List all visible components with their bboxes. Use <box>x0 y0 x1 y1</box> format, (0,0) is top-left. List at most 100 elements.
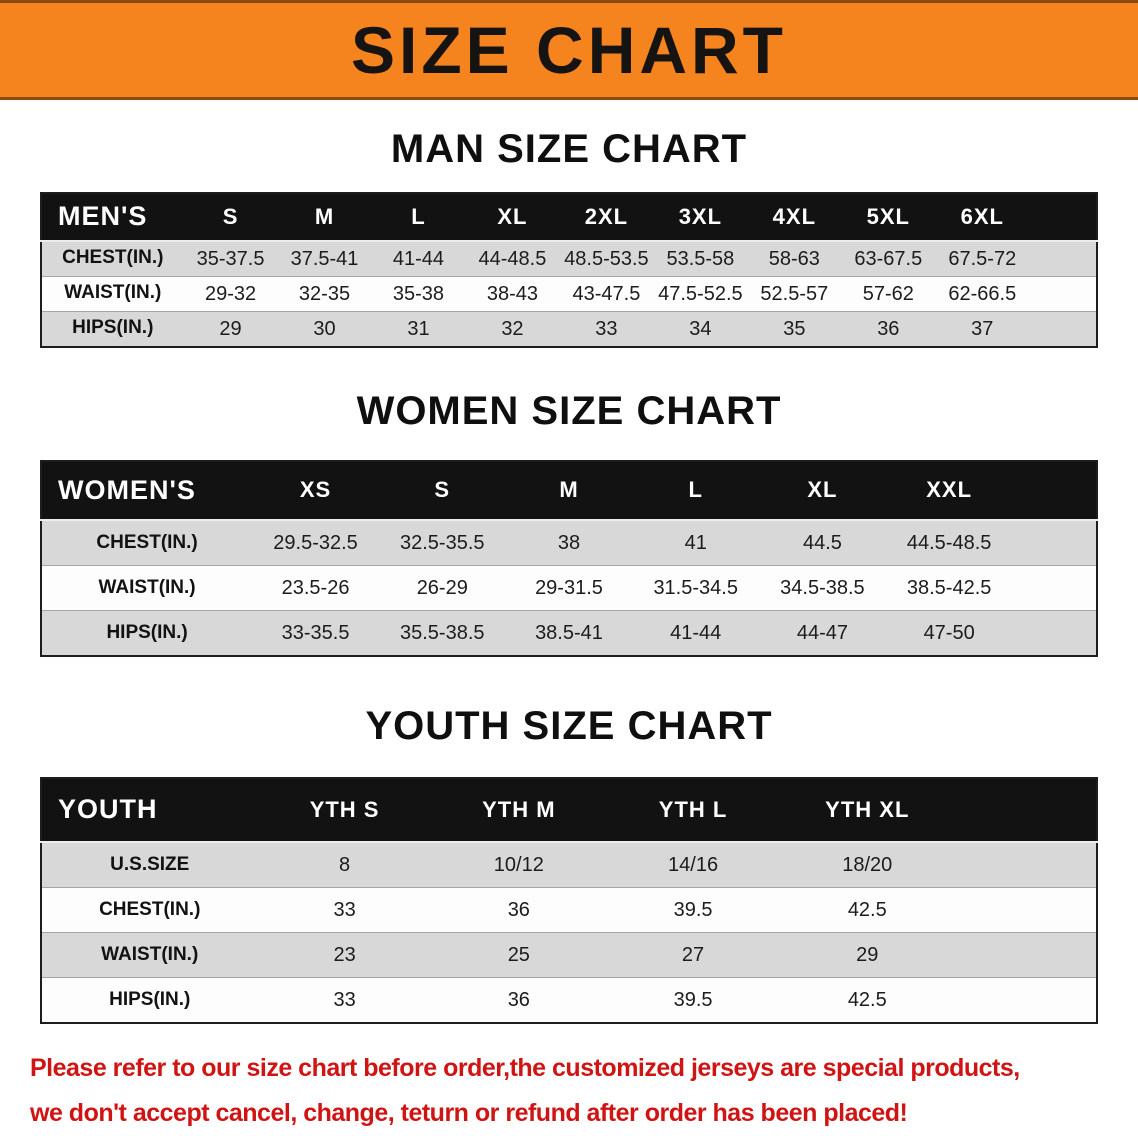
size-value: 41-44 <box>670 622 722 645</box>
size-value: 41 <box>684 532 707 555</box>
size-value: 25 <box>507 944 530 967</box>
size-value: 29-32 <box>204 282 257 305</box>
size-value: 29 <box>856 944 879 967</box>
size-value: 57-62 <box>862 282 914 305</box>
size-column-header: YTH L <box>658 797 728 823</box>
size-column-header: XL <box>497 203 528 229</box>
row-label: CHEST(IN.) <box>96 531 198 553</box>
measurement-row: CHEST(IN.) 33 36 39.5 42.5 <box>41 887 1097 933</box>
size-value: 33 <box>333 989 356 1012</box>
size-value: 44-47 <box>796 622 848 645</box>
size-column-header: XXL <box>926 477 973 503</box>
measurement-row: CHEST(IN.) 29.5-32.5 32.5-35.5 38 41 44.5 44.5… <box>41 520 1097 566</box>
size-value: 29 <box>219 317 242 340</box>
size-column-header: 4XL <box>772 203 817 229</box>
size-value: 14/16 <box>668 854 719 877</box>
size-value: 47.5-52.5 <box>658 282 743 305</box>
row-label: HIPS(IN.) <box>106 621 188 643</box>
measurement-row: WAIST(IN.) 29-32 32-35 35-38 38-43 43-47.5 47.… <box>41 276 1097 312</box>
size-value: 33 <box>595 317 618 340</box>
size-value: 36 <box>507 989 530 1012</box>
spacer-cell <box>1029 311 1097 347</box>
size-column-header: L <box>688 477 703 503</box>
row-label: CHEST(IN.) <box>62 247 164 269</box>
women-size-table: WOMEN'S XS S M L XL XXL CHEST(IN.) 29.5-32.5 32.5… <box>40 459 1098 658</box>
size-value: 41-44 <box>392 247 445 270</box>
size-value: 47-50 <box>923 622 975 645</box>
size-value: 23.5-26 <box>281 577 350 600</box>
youth-chart-heading: YOUTH SIZE CHART <box>365 704 773 749</box>
men-chart-heading: MAN SIZE CHART <box>390 127 748 171</box>
spacer-cell <box>1013 520 1098 566</box>
row-label: HIPS(IN.) <box>109 988 191 1010</box>
size-value: 18/20 <box>842 854 893 877</box>
youth-size-table: YOUTH YTH S YTH M YTH L YTH XL U.S.SIZE 8 10/12… <box>40 777 1098 1025</box>
size-value: 38 <box>557 532 581 555</box>
size-column-header: 6XL <box>960 203 1004 229</box>
spacer-cell <box>1013 461 1098 521</box>
women-corner-label: WOMEN'S <box>58 474 196 505</box>
size-value: 8 <box>339 854 351 877</box>
women-size-chart-section: WOMEN SIZE CHART WOMEN'S XS S M L XL XXL CHEST(I… <box>0 388 1138 658</box>
measurement-row: WAIST(IN.) 23.5-26 26-29 29-31.5 31.5-34.5 34… <box>41 565 1097 611</box>
size-value: 53.5-58 <box>666 247 735 270</box>
size-column-header: YTH XL <box>825 797 910 823</box>
row-label: WAIST(IN.) <box>98 576 196 598</box>
measurement-row: HIPS(IN.) 33 36 39.5 42.5 <box>41 977 1097 1024</box>
size-column-header: M <box>314 203 335 229</box>
row-label: CHEST(IN.) <box>99 898 201 920</box>
spacer-cell <box>1029 241 1097 277</box>
measurement-row: WAIST(IN.) 23 25 27 29 <box>41 932 1097 978</box>
disclaimer: Please refer to our size chart before or… <box>0 1046 1138 1136</box>
size-value: 35-38 <box>392 282 445 305</box>
spacer-cell <box>954 978 1097 1024</box>
women-header-row: WOMEN'S XS S M L XL XXL <box>41 460 1098 521</box>
spacer-cell <box>1029 276 1097 311</box>
page-title: SIZE CHART <box>351 13 787 87</box>
size-column-header: S <box>222 203 239 229</box>
size-value: 32.5-35.5 <box>400 532 485 555</box>
size-value: 32-35 <box>298 282 351 305</box>
spacer-cell <box>954 842 1097 888</box>
size-column-header: L <box>411 203 426 229</box>
size-column-header: 2XL <box>584 203 629 229</box>
size-value: 35.5-38.5 <box>400 622 485 645</box>
spacer-cell <box>1029 193 1097 241</box>
size-value: 42.5 <box>847 989 887 1012</box>
size-value: 63-67.5 <box>854 247 923 270</box>
men-header-row: MEN'S S M L XL 2XL 3XL 4XL 5XL 6XL <box>41 193 1097 241</box>
spacer-cell <box>954 888 1097 933</box>
size-column-header: M <box>559 477 579 503</box>
spacer-cell <box>1013 611 1098 657</box>
size-value: 29.5-32.5 <box>273 532 358 555</box>
spacer-cell <box>954 778 1097 842</box>
disclaimer-line-1: Please refer to our size chart before or… <box>30 1054 1020 1083</box>
spacer-cell <box>954 933 1097 978</box>
size-value: 32 <box>501 317 524 340</box>
size-value: 33 <box>333 899 356 922</box>
youth-size-chart-section: YOUTH SIZE CHART YOUTH YTH S YTH M YTH L YTH … <box>0 703 1138 1025</box>
size-value: 34 <box>689 317 712 340</box>
size-value: 62-66.5 <box>948 282 1017 305</box>
youth-header-row: YOUTH YTH S YTH M YTH L YTH XL <box>41 778 1097 843</box>
size-value: 36 <box>877 317 900 340</box>
size-value: 67.5-72 <box>948 247 1017 270</box>
size-value: 23 <box>333 944 356 967</box>
size-value: 39.5 <box>673 989 713 1012</box>
size-value: 10/12 <box>493 854 544 877</box>
banner: SIZE CHART <box>0 0 1138 100</box>
size-column-header: YTH S <box>309 797 380 823</box>
size-value: 37 <box>971 317 994 340</box>
size-value: 48.5-53.5 <box>564 247 649 270</box>
size-value: 35-37.5 <box>196 247 265 270</box>
row-label: U.S.SIZE <box>110 853 190 875</box>
size-value: 44-48.5 <box>478 247 547 270</box>
size-value: 38-43 <box>486 282 539 305</box>
size-value: 52.5-57 <box>760 282 829 305</box>
size-column-header: 5XL <box>866 203 910 229</box>
size-value: 37.5-41 <box>290 247 359 270</box>
size-column-header: 3XL <box>678 203 723 229</box>
size-column-header: XL <box>807 477 838 503</box>
men-corner-label: MEN'S <box>58 201 148 231</box>
size-value: 36 <box>507 899 530 922</box>
